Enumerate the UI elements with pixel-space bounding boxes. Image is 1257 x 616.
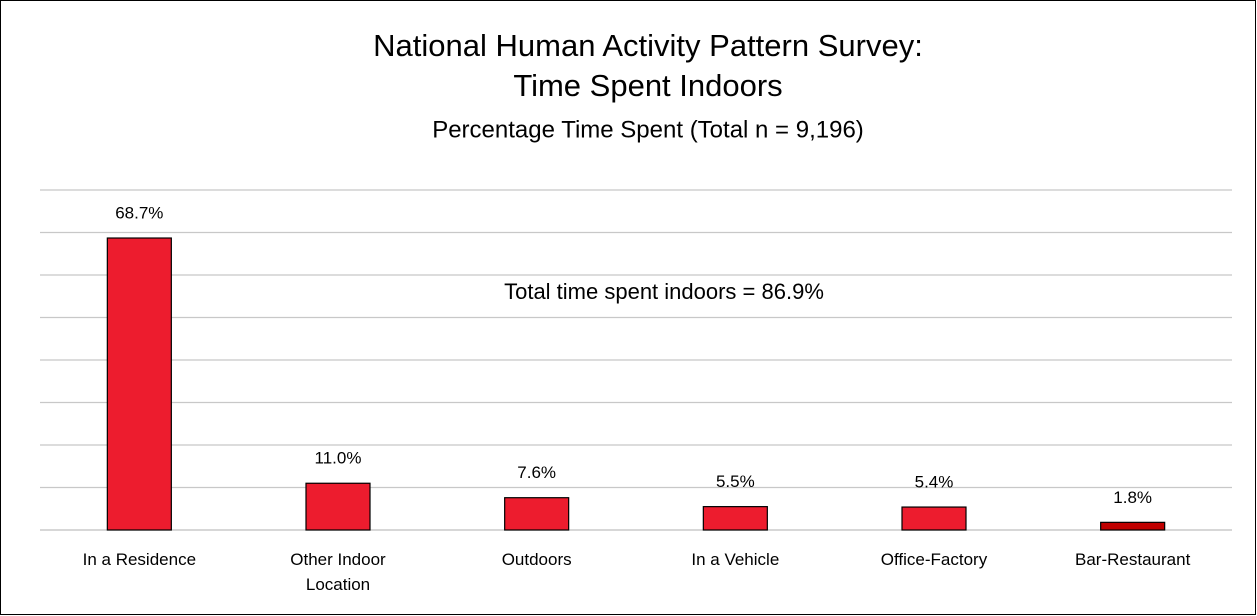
x-tick-label: Other Indoor Location xyxy=(290,550,386,594)
data-label: 11.0% xyxy=(315,449,362,468)
chart-title: National Human Activity Pattern Survey: xyxy=(373,28,923,63)
data-label: 7.6% xyxy=(517,463,556,482)
x-tick-label: Office-Factory xyxy=(880,550,988,569)
bar xyxy=(106,237,172,531)
x-tick-label: Outdoors xyxy=(501,550,572,569)
bar xyxy=(901,506,967,531)
chart-subtitle: Percentage Time Spent (Total n = 9,196) xyxy=(432,116,864,143)
data-label: 68.7% xyxy=(115,204,163,223)
chart-title: Time Spent Indoors xyxy=(513,68,782,103)
x-tick-label: In a Vehicle xyxy=(691,550,780,569)
bar xyxy=(1100,521,1166,531)
bar xyxy=(504,497,570,531)
bar xyxy=(702,506,768,531)
data-label: 5.4% xyxy=(915,473,954,492)
annotation: Total time spent indoors = 86.9% xyxy=(504,279,824,304)
data-label: 5.5% xyxy=(716,472,755,491)
data-label: 1.8% xyxy=(1113,488,1152,507)
x-tick-label: Bar-Restaurant xyxy=(1075,550,1191,569)
bar xyxy=(305,482,371,531)
x-tick-label: In a Residence xyxy=(82,550,197,569)
